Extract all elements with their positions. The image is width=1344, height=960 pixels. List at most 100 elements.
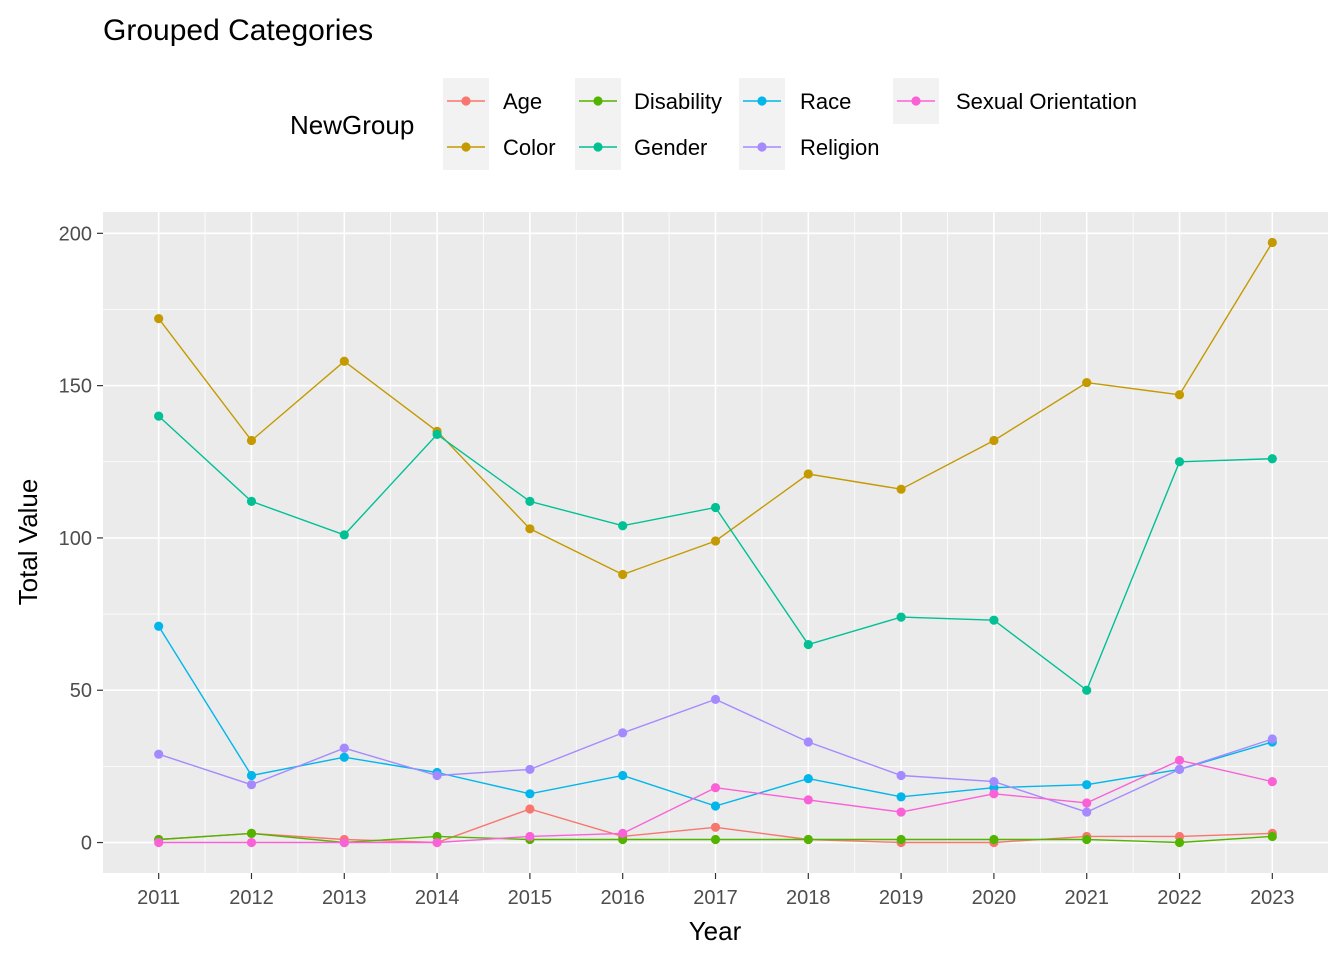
legend-label-age: Age xyxy=(503,89,542,114)
legend-label-race: Race xyxy=(800,89,851,114)
x-tick-label: 2018 xyxy=(786,887,831,909)
data-point-color xyxy=(1174,390,1185,400)
data-point-race xyxy=(618,770,628,781)
data-point-race xyxy=(154,621,164,631)
data-point-disability xyxy=(1082,834,1092,845)
data-point-disability xyxy=(989,834,999,845)
data-point-disability xyxy=(803,834,813,845)
legend-title: NewGroup xyxy=(290,110,414,140)
legend-key-point xyxy=(461,96,471,106)
y-tick-label: 0 xyxy=(81,833,92,855)
data-point-gender xyxy=(154,411,164,421)
data-point-race xyxy=(896,792,906,802)
series-layer xyxy=(154,237,1277,848)
data-point-gender xyxy=(1267,454,1277,464)
data-point-religion xyxy=(246,780,257,790)
legend-label-gender: Gender xyxy=(634,135,707,160)
data-point-sexual-orientation xyxy=(1082,798,1092,808)
data-point-sexual-orientation xyxy=(989,789,999,799)
data-point-race xyxy=(246,770,257,781)
legend-label-religion: Religion xyxy=(800,135,880,160)
data-point-color xyxy=(618,569,628,580)
data-point-religion xyxy=(525,764,535,775)
data-point-religion xyxy=(710,694,721,704)
legend-key-point xyxy=(911,96,921,106)
data-point-color xyxy=(154,314,164,324)
data-point-color xyxy=(525,524,535,534)
data-point-color xyxy=(803,469,813,479)
data-point-gender xyxy=(246,496,257,506)
data-point-religion xyxy=(1174,764,1185,775)
data-point-race xyxy=(1082,780,1092,790)
data-point-disability xyxy=(896,834,906,845)
data-point-gender xyxy=(803,639,813,650)
y-axis: 0 50 100 150 200 xyxy=(59,223,103,855)
data-point-disability xyxy=(1267,831,1277,842)
data-point-color xyxy=(989,435,999,446)
data-point-religion xyxy=(896,770,906,781)
x-tick-label: 2012 xyxy=(229,887,274,909)
data-point-sexual-orientation xyxy=(618,828,628,839)
x-tick-label: 2021 xyxy=(1064,887,1109,909)
data-point-gender xyxy=(989,615,999,625)
data-point-gender xyxy=(896,612,906,622)
data-point-sexual-orientation xyxy=(1174,755,1185,765)
data-point-age xyxy=(525,804,535,814)
x-tick-label: 2019 xyxy=(879,887,924,909)
x-tick-label: 2011 xyxy=(137,887,180,909)
x-axis-title: Year xyxy=(689,916,742,946)
data-point-sexual-orientation xyxy=(710,783,721,793)
data-point-religion xyxy=(803,737,813,747)
data-point-religion xyxy=(432,770,442,781)
data-point-religion xyxy=(1267,734,1277,744)
data-point-race xyxy=(803,773,813,784)
data-point-color xyxy=(1267,237,1277,248)
x-tick-label: 2016 xyxy=(600,887,645,909)
legend-key-point xyxy=(593,96,603,106)
data-point-religion xyxy=(989,777,999,787)
data-point-sexual-orientation xyxy=(339,837,349,848)
data-point-race xyxy=(710,801,721,811)
y-tick-label: 50 xyxy=(70,680,92,702)
legend-label-color: Color xyxy=(503,135,556,160)
x-tick-label: 2014 xyxy=(415,887,460,909)
grid-minor xyxy=(103,212,1328,873)
data-point-disability xyxy=(246,828,257,839)
data-point-disability xyxy=(1174,837,1185,848)
data-point-religion xyxy=(154,749,164,759)
data-point-disability xyxy=(710,834,721,845)
x-tick-label: 2023 xyxy=(1250,887,1295,909)
data-point-race xyxy=(339,752,349,762)
y-tick-label: 150 xyxy=(59,376,92,398)
data-point-sexual-orientation xyxy=(246,837,257,848)
data-point-sexual-orientation xyxy=(896,807,906,817)
x-tick-label: 2020 xyxy=(972,887,1017,909)
x-axis: 2011 2012 2013 2014 2015 2016 2017 2018 2019 2020… xyxy=(137,873,1295,909)
y-tick-label: 100 xyxy=(59,528,92,550)
data-point-age xyxy=(710,822,721,832)
data-point-color xyxy=(246,435,257,446)
x-tick-label: 2022 xyxy=(1157,887,1202,909)
data-point-gender xyxy=(432,429,442,439)
data-point-color xyxy=(896,484,906,494)
data-point-gender xyxy=(618,521,628,531)
data-point-gender xyxy=(1082,685,1092,695)
data-point-religion xyxy=(618,728,628,738)
data-point-gender xyxy=(710,502,721,513)
data-point-religion xyxy=(339,743,349,753)
legend-key-point xyxy=(461,142,471,152)
data-point-sexual-orientation xyxy=(432,837,442,848)
legend-key-point xyxy=(757,96,767,106)
data-point-color xyxy=(1082,377,1092,388)
data-point-gender xyxy=(1174,457,1185,467)
data-point-sexual-orientation xyxy=(803,795,813,805)
data-point-color xyxy=(339,356,349,366)
x-tick-label: 2017 xyxy=(693,887,738,909)
legend-label-sexual-orientation: Sexual Orientation xyxy=(956,89,1137,114)
data-point-color xyxy=(710,536,721,546)
data-point-religion xyxy=(1082,807,1092,817)
data-point-gender xyxy=(525,496,535,506)
data-point-race xyxy=(525,789,535,799)
chart-title: Grouped Categories xyxy=(103,14,373,47)
data-point-sexual-orientation xyxy=(154,837,164,848)
